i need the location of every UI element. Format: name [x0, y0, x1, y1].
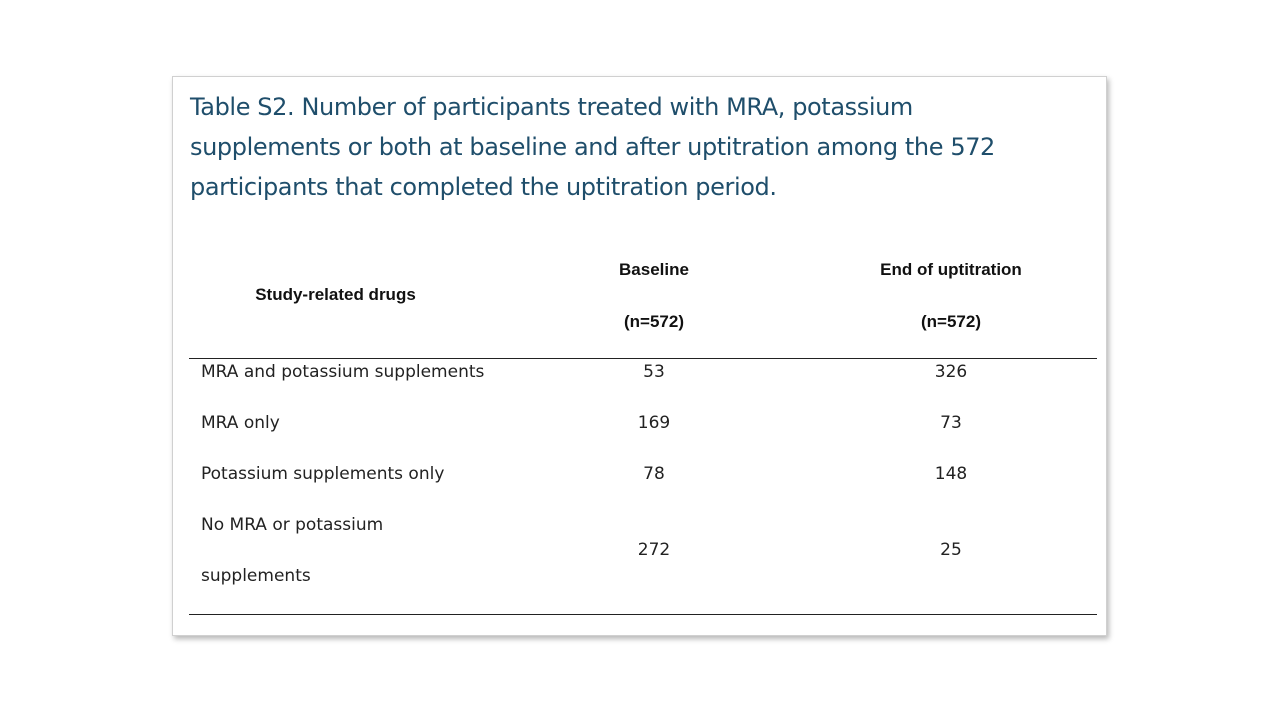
row-label: Potassium supplements only	[201, 464, 445, 484]
row-baseline-value: 272	[637, 540, 671, 560]
row-baseline-value: 53	[643, 362, 665, 382]
row-label: MRA and potassium supplements	[201, 362, 485, 382]
row-end-value: 73	[940, 413, 962, 433]
header-baseline: Baseline	[619, 260, 689, 279]
header-study-related-drugs: Study-related drugs	[255, 285, 416, 304]
row-baseline-value: 169	[637, 413, 671, 433]
row-baseline-value: 78	[643, 464, 665, 484]
row-end-value: 326	[934, 362, 968, 382]
row-end-value: 25	[940, 540, 962, 560]
table-caption: Table S2. Number of participants treated…	[190, 93, 995, 201]
row-label-line1: No MRA or potassium	[201, 515, 384, 535]
header-baseline-n: (n=572)	[624, 312, 684, 331]
header-end-of-uptitration-n: (n=572)	[921, 312, 981, 331]
table-bottom-rule	[189, 614, 1097, 615]
row-end-value: 148	[934, 464, 968, 484]
row-label: MRA only	[201, 413, 280, 433]
table-card: Table S2. Number of participants treated…	[172, 76, 1107, 636]
row-label-line2: supplements	[201, 566, 311, 586]
table-top-rule	[189, 358, 1097, 359]
header-end-of-uptitration: End of uptitration	[880, 260, 1022, 279]
